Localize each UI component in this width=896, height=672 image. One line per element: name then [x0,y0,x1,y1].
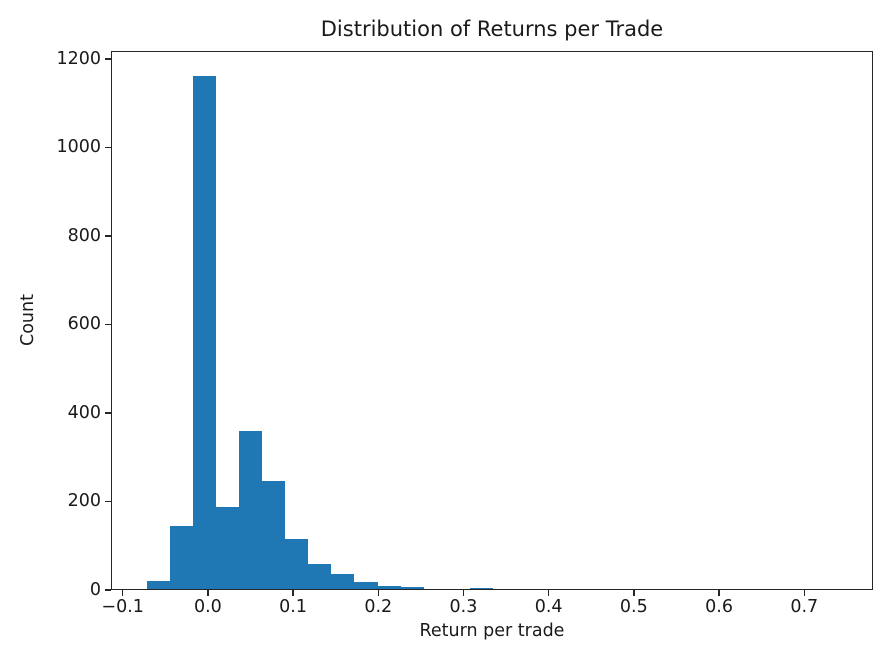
x-tick-mark [377,590,379,596]
x-tick-mark [803,590,805,596]
x-tick-label: 0.4 [534,597,563,617]
histogram-bar [400,586,424,589]
x-tick-mark [207,590,209,596]
y-axis-label: Count [18,294,38,346]
x-tick-label: 0.6 [705,597,733,617]
histogram-bar [239,430,263,589]
x-tick-label: 0.7 [790,597,819,617]
y-tick-label: 1000 [56,137,101,158]
x-tick-mark [718,590,720,596]
x-tick-label: 0.0 [193,597,222,617]
histogram-bar [146,581,170,589]
y-tick-label: 0 [89,580,101,600]
chart-title: Distribution of Returns per Trade [320,17,664,41]
histogram-bar [285,539,309,589]
y-tick-label: 800 [67,225,101,246]
histogram-bar [308,563,332,589]
y-tick-mark [105,146,111,149]
y-tick-label: 600 [67,314,101,335]
x-tick-mark [633,590,635,596]
x-tick-label: −0.1 [101,597,144,617]
x-tick-mark [292,590,294,596]
x-tick-mark [121,590,124,596]
plot-area [111,51,873,590]
histogram-bar [354,582,378,589]
x-axis-label: Return per trade [419,621,565,641]
histogram-bar [192,75,216,589]
histogram-bar [377,586,401,589]
y-tick-label: 1200 [56,48,101,69]
x-tick-label: 0.3 [449,597,478,617]
y-tick-mark [105,412,111,414]
y-tick-mark [105,500,111,503]
y-tick-mark [105,589,111,591]
x-tick-mark [547,590,550,596]
y-tick-mark [105,323,111,326]
y-tick-mark [105,235,111,237]
x-tick-label: 0.2 [364,597,393,617]
bars-layer [112,52,872,589]
histogram-bar [331,574,355,589]
histogram-bar [262,481,286,589]
y-tick-label: 200 [67,491,101,512]
histogram-bar [169,526,193,589]
y-tick-label: 400 [67,402,101,423]
x-tick-label: 0.1 [279,597,307,617]
histogram-bar [469,588,493,589]
x-tick-mark [462,590,465,596]
y-tick-mark [105,58,111,60]
histogram-bar [215,506,240,589]
x-tick-label: 0.5 [619,597,648,617]
